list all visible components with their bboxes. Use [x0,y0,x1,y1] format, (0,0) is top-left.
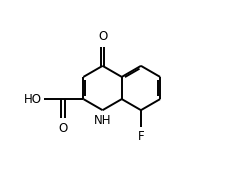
Text: F: F [138,130,144,143]
Text: O: O [58,122,68,135]
Text: NH: NH [94,114,111,127]
Text: HO: HO [24,93,42,106]
Text: O: O [98,30,107,43]
